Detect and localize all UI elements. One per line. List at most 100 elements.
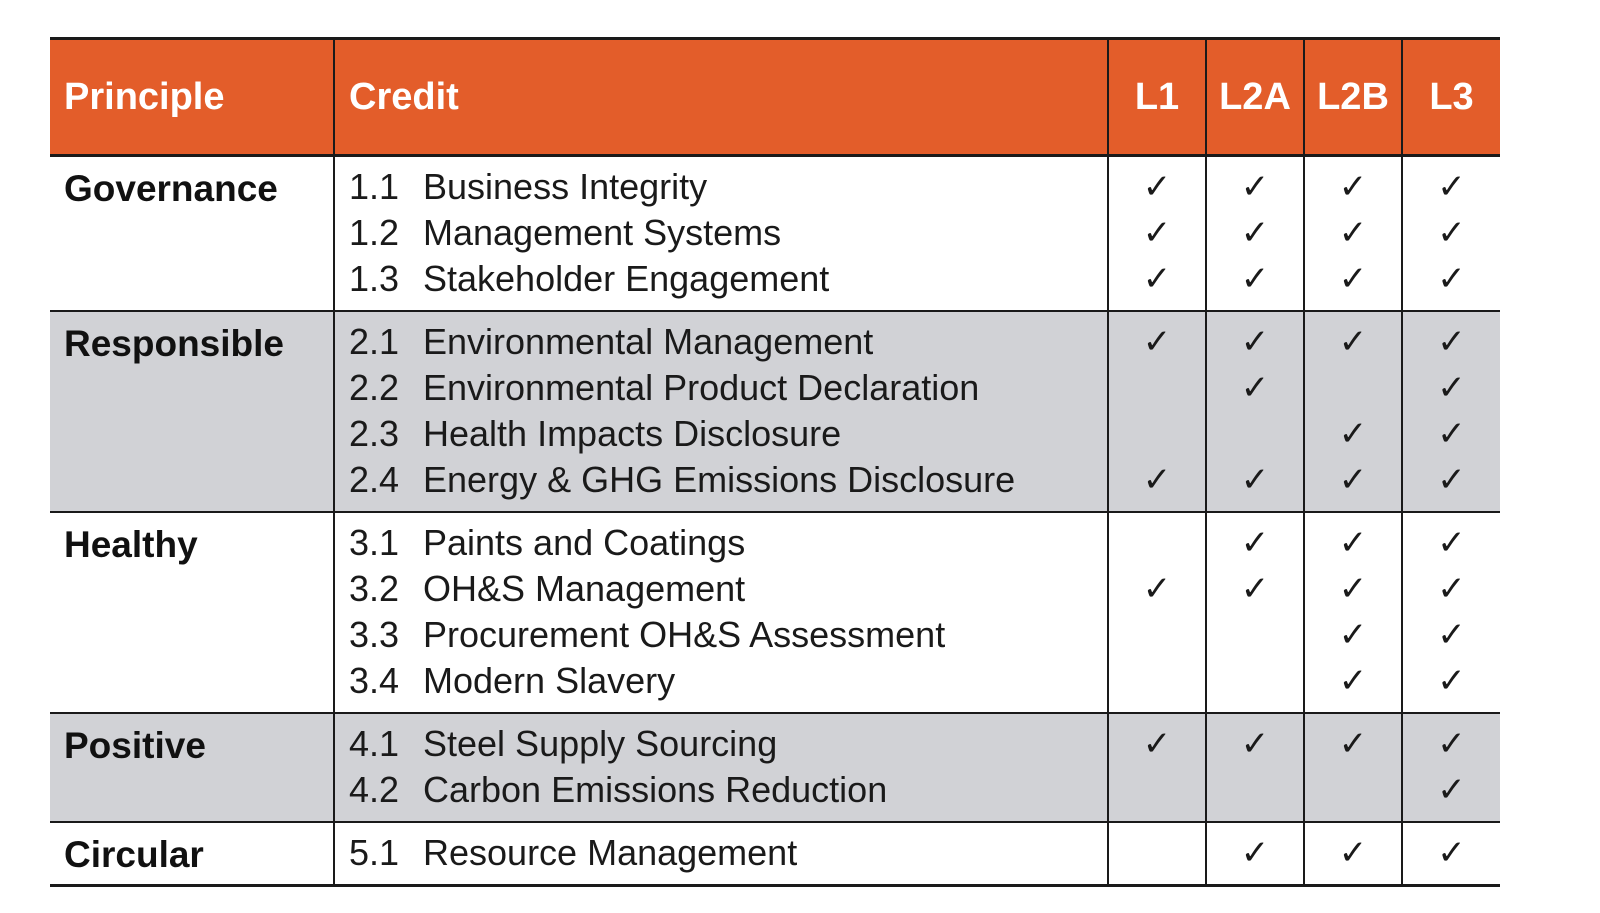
checkmark-icon: ✓ xyxy=(1142,569,1172,609)
check-list: ✓ xyxy=(1207,714,1303,821)
credit-item: 2.3 Health Impacts Disclosure xyxy=(335,411,1107,457)
level-cell-l2b: ✓ ✓ ✓ ✓ xyxy=(1304,512,1403,714)
credit-cell: 4.1 Steel Supply Sourcing 4.2 Carbon Emissi… xyxy=(334,713,1109,823)
header-credit: Credit xyxy=(334,37,1109,157)
credit-number: 2.2 xyxy=(349,367,400,408)
credit-number: 2.1 xyxy=(349,321,400,362)
checkmark-icon: ✓ xyxy=(1437,414,1466,454)
credit-cell: 1.1 Business Integrity 1.2 Management Syste… xyxy=(334,155,1109,312)
checkmark-icon: ✓ xyxy=(1437,460,1466,500)
header-level-l3: L3 xyxy=(1402,37,1500,157)
credits-table: Principle Credit L1 L2A L2B L3 Governanc… xyxy=(50,37,1500,887)
checkmark-icon: ✓ xyxy=(1142,460,1172,500)
table-row: Responsible 2.1 Environmental Management 2.… xyxy=(50,311,1500,513)
checkmark-icon: ✓ xyxy=(1338,569,1368,609)
principle-cell: Responsible xyxy=(50,311,335,513)
level-cell-l2a: ✓ xyxy=(1206,713,1305,823)
header-level-l2b: L2B xyxy=(1304,37,1403,157)
check-list: ✓ ✓ ✓ xyxy=(1207,312,1303,511)
level-cell-l2b: ✓ ✓ ✓ xyxy=(1304,155,1403,312)
credit-item: 3.3 Procurement OH&S Assessment xyxy=(335,612,1107,658)
credit-number: 2.3 xyxy=(349,413,400,454)
checkmark-icon: ✓ xyxy=(1240,368,1270,408)
checkmark-icon: ✓ xyxy=(1338,460,1368,500)
checkmark-icon: ✓ xyxy=(1437,213,1466,253)
checkmark-icon: ✓ xyxy=(1338,833,1368,873)
check-list: ✓ ✓ xyxy=(1109,312,1205,511)
level-cell-l2a: ✓ xyxy=(1206,822,1305,887)
credit-item: 3.1 Paints and Coatings xyxy=(335,520,1107,566)
empty-check-slot xyxy=(1207,411,1303,457)
checkmark-icon: ✓ xyxy=(1338,414,1368,454)
level-cell-l2b: ✓ ✓ ✓ xyxy=(1304,311,1403,513)
table-header: Principle Credit L1 L2A L2B L3 xyxy=(50,37,1500,157)
credit-title: Steel Supply Sourcing xyxy=(423,723,778,764)
empty-check-slot xyxy=(1109,658,1205,704)
credit-title: Energy & GHG Emissions Disclosure xyxy=(423,459,1016,500)
credit-title: Procurement OH&S Assessment xyxy=(423,614,946,655)
credit-cell: 3.1 Paints and Coatings 3.2 OH&S Management… xyxy=(334,512,1109,714)
credit-title: Health Impacts Disclosure xyxy=(423,413,842,454)
checkmark-icon: ✓ xyxy=(1338,213,1368,253)
empty-check-slot xyxy=(1207,658,1303,704)
header-level-l2a: L2A xyxy=(1206,37,1305,157)
empty-check-slot xyxy=(1109,520,1205,566)
credit-title: Environmental Management xyxy=(423,321,874,362)
level-cell-l3: ✓ ✓ xyxy=(1402,713,1500,823)
credit-number: 2.4 xyxy=(349,459,400,500)
credit-number: 1.1 xyxy=(349,166,400,207)
checkmark-icon: ✓ xyxy=(1142,724,1172,764)
principle-name: Healthy xyxy=(64,524,198,565)
checkmark-icon: ✓ xyxy=(1437,770,1466,810)
check-list: ✓ ✓ ✓ ✓ xyxy=(1403,513,1500,712)
checkmark-icon: ✓ xyxy=(1338,661,1368,701)
principle-cell: Circular xyxy=(50,822,335,887)
empty-check-slot xyxy=(1305,767,1401,813)
checkmark-icon: ✓ xyxy=(1437,259,1466,299)
credit-list: 3.1 Paints and Coatings 3.2 OH&S Management… xyxy=(335,513,1107,712)
level-cell-l3: ✓ ✓ ✓ xyxy=(1402,155,1500,312)
credit-number: 3.1 xyxy=(349,522,400,563)
credit-title: OH&S Management xyxy=(423,568,746,609)
credit-list: 4.1 Steel Supply Sourcing 4.2 Carbon Emissi… xyxy=(335,714,1107,821)
checkmark-icon: ✓ xyxy=(1338,167,1368,207)
credit-item: 3.2 OH&S Management xyxy=(335,566,1107,612)
level-cell-l3: ✓ xyxy=(1402,822,1500,887)
level-cell-l1: ✓ ✓ ✓ xyxy=(1108,155,1207,312)
check-list: ✓ xyxy=(1403,823,1500,884)
checkmark-icon: ✓ xyxy=(1240,259,1270,299)
table-row: Positive 4.1 Steel Supply Sourcing 4.2 Carbo… xyxy=(50,713,1500,823)
credit-title: Modern Slavery xyxy=(423,660,676,701)
checkmark-icon: ✓ xyxy=(1338,724,1368,764)
checkmark-icon: ✓ xyxy=(1240,322,1270,362)
header-principle: Principle xyxy=(50,37,335,157)
check-list: ✓ ✓ ✓ xyxy=(1207,157,1303,310)
checkmark-icon: ✓ xyxy=(1240,167,1270,207)
check-list: ✓ ✓ ✓ xyxy=(1109,157,1205,310)
level-cell-l1: ✓ ✓ xyxy=(1108,311,1207,513)
check-list: ✓ ✓ ✓ xyxy=(1305,157,1401,310)
credit-title: Management Systems xyxy=(423,212,782,253)
level-cell-l3: ✓ ✓ ✓ ✓ xyxy=(1402,512,1500,714)
empty-check-slot xyxy=(1109,411,1205,457)
checkmark-icon: ✓ xyxy=(1240,569,1270,609)
credit-title: Paints and Coatings xyxy=(423,522,746,563)
level-cell-l2b: ✓ xyxy=(1304,713,1403,823)
checkmark-icon: ✓ xyxy=(1142,259,1172,299)
checkmark-icon: ✓ xyxy=(1240,724,1270,764)
checkmark-icon: ✓ xyxy=(1437,523,1466,563)
checkmark-icon: ✓ xyxy=(1240,523,1270,563)
credit-item: 2.1 Environmental Management xyxy=(335,319,1107,365)
checkmark-icon: ✓ xyxy=(1437,615,1466,655)
checkmark-icon: ✓ xyxy=(1240,833,1270,873)
credit-number: 1.3 xyxy=(349,258,400,299)
credit-item: 4.1 Steel Supply Sourcing xyxy=(335,721,1107,767)
credit-item: 1.1 Business Integrity xyxy=(335,164,1107,210)
empty-check-slot xyxy=(1109,612,1205,658)
principle-name: Governance xyxy=(64,168,278,209)
credit-cell: 5.1 Resource Management xyxy=(334,822,1109,887)
principle-name: Positive xyxy=(64,725,206,766)
level-cell-l2b: ✓ xyxy=(1304,822,1403,887)
level-cell-l1: ✓ xyxy=(1108,713,1207,823)
header-row: Principle Credit L1 L2A L2B L3 xyxy=(50,37,1500,157)
